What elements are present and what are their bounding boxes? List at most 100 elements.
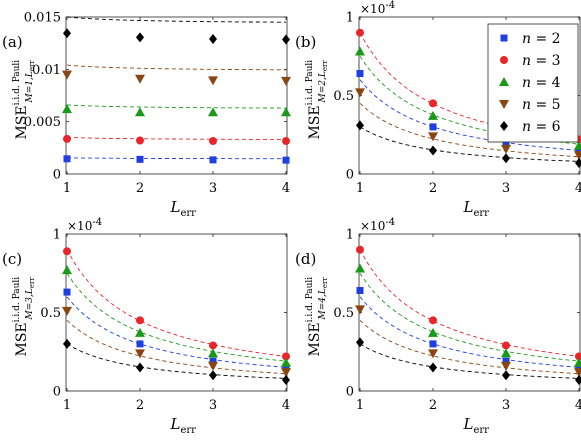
panel-label: (b)	[295, 33, 316, 51]
fit-line	[67, 250, 286, 357]
y-axis-label-main: MSE	[307, 322, 323, 356]
data-point	[281, 358, 291, 367]
data-point	[282, 137, 290, 145]
x-tick-label: 4	[575, 181, 581, 196]
y-axis-label-sub-tail: err	[28, 60, 36, 71]
x-tick-label: 3	[502, 398, 510, 413]
data-point	[136, 137, 144, 145]
y-tick-label: 0.5	[40, 306, 61, 321]
y-exponent-label: ×10-4	[360, 217, 395, 233]
data-point	[355, 88, 365, 97]
data-point	[282, 35, 290, 45]
legend-text: = 3	[531, 53, 561, 69]
axes-box	[66, 17, 287, 174]
data-point	[135, 75, 145, 84]
x-tick-label: 3	[209, 181, 217, 196]
data-point	[64, 289, 71, 296]
data-point	[208, 348, 218, 357]
y-axis-label-sup: i.i.d. Pauli	[305, 60, 315, 106]
legend-var: n	[522, 31, 531, 47]
data-point	[356, 29, 364, 37]
y-tick-label: 0.5	[333, 89, 354, 104]
data-point	[355, 305, 365, 314]
data-point	[501, 348, 511, 357]
series-2	[357, 287, 581, 371]
legend-text: = 6	[531, 119, 561, 135]
x-tick-label: 3	[209, 398, 217, 413]
legend-text: = 2	[531, 31, 561, 47]
data-point	[355, 47, 365, 56]
series-4	[62, 104, 291, 116]
legend-label: n = 6	[522, 119, 561, 135]
data-point	[429, 145, 437, 155]
data-point	[208, 107, 218, 116]
legend-label: n = 3	[522, 53, 561, 69]
data-point	[135, 107, 145, 116]
fit-line	[360, 344, 579, 379]
x-tick-label: 4	[282, 398, 290, 413]
series-3	[356, 246, 581, 361]
panel-label: (c)	[2, 250, 22, 268]
y-tick-label: 1	[346, 11, 354, 26]
fit-line	[360, 320, 579, 373]
legend-text: = 5	[531, 97, 561, 113]
axes-box	[359, 234, 580, 391]
data-point	[209, 137, 217, 145]
fit-line	[67, 17, 286, 22]
fit-line	[360, 250, 579, 357]
legend-var: n	[522, 97, 531, 113]
y-axis-label-sub-tail: err	[321, 277, 329, 288]
x-axis-label: Lerr	[463, 198, 490, 219]
y-tick-label: 1	[346, 228, 354, 243]
fit-line	[360, 273, 579, 361]
data-point	[283, 157, 290, 164]
x-tick-label: 4	[575, 398, 581, 413]
fit-line	[67, 105, 286, 108]
data-point	[282, 375, 290, 385]
exponent-base: ×10	[360, 2, 385, 16]
legend-label: n = 2	[522, 31, 561, 47]
y-axis-label-main: MSE	[307, 105, 323, 139]
series-5	[355, 305, 581, 377]
series-4	[355, 264, 581, 367]
panel-label: (a)	[2, 33, 23, 51]
y-tick-label: 1	[53, 228, 61, 243]
y-axis-label-main: MSE	[14, 105, 30, 139]
data-point	[428, 328, 438, 337]
data-point	[430, 123, 437, 130]
data-point	[575, 375, 581, 385]
data-point	[135, 328, 145, 337]
y-tick-label: 0.5	[333, 306, 354, 321]
series-4	[62, 265, 291, 367]
data-point	[501, 145, 511, 154]
fit-line	[67, 273, 286, 361]
x-tick-label: 1	[63, 181, 71, 196]
exponent-power: -4	[385, 0, 395, 11]
data-point	[62, 71, 72, 80]
x-tick-label: 1	[63, 398, 71, 413]
data-point	[575, 158, 581, 168]
legend-marker	[500, 56, 508, 64]
data-point	[281, 77, 291, 86]
data-point	[63, 135, 71, 143]
x-tick-label: 2	[429, 398, 437, 413]
x-tick-label: 2	[136, 181, 144, 196]
x-axis-label: Lerr	[170, 415, 197, 435]
y-axis-label-sub-tail: err	[321, 60, 329, 71]
fit-line	[67, 344, 286, 379]
data-point	[136, 362, 144, 372]
x-tick-label: 3	[502, 181, 510, 196]
data-point	[137, 156, 144, 163]
series-5	[62, 65, 291, 86]
x-axis-label-sub: err	[473, 208, 489, 219]
data-point	[357, 70, 364, 77]
data-point	[429, 362, 437, 372]
data-point	[136, 32, 144, 42]
y-axis-label-sup: i.i.d. Pauli	[12, 60, 22, 106]
data-point	[430, 340, 437, 347]
